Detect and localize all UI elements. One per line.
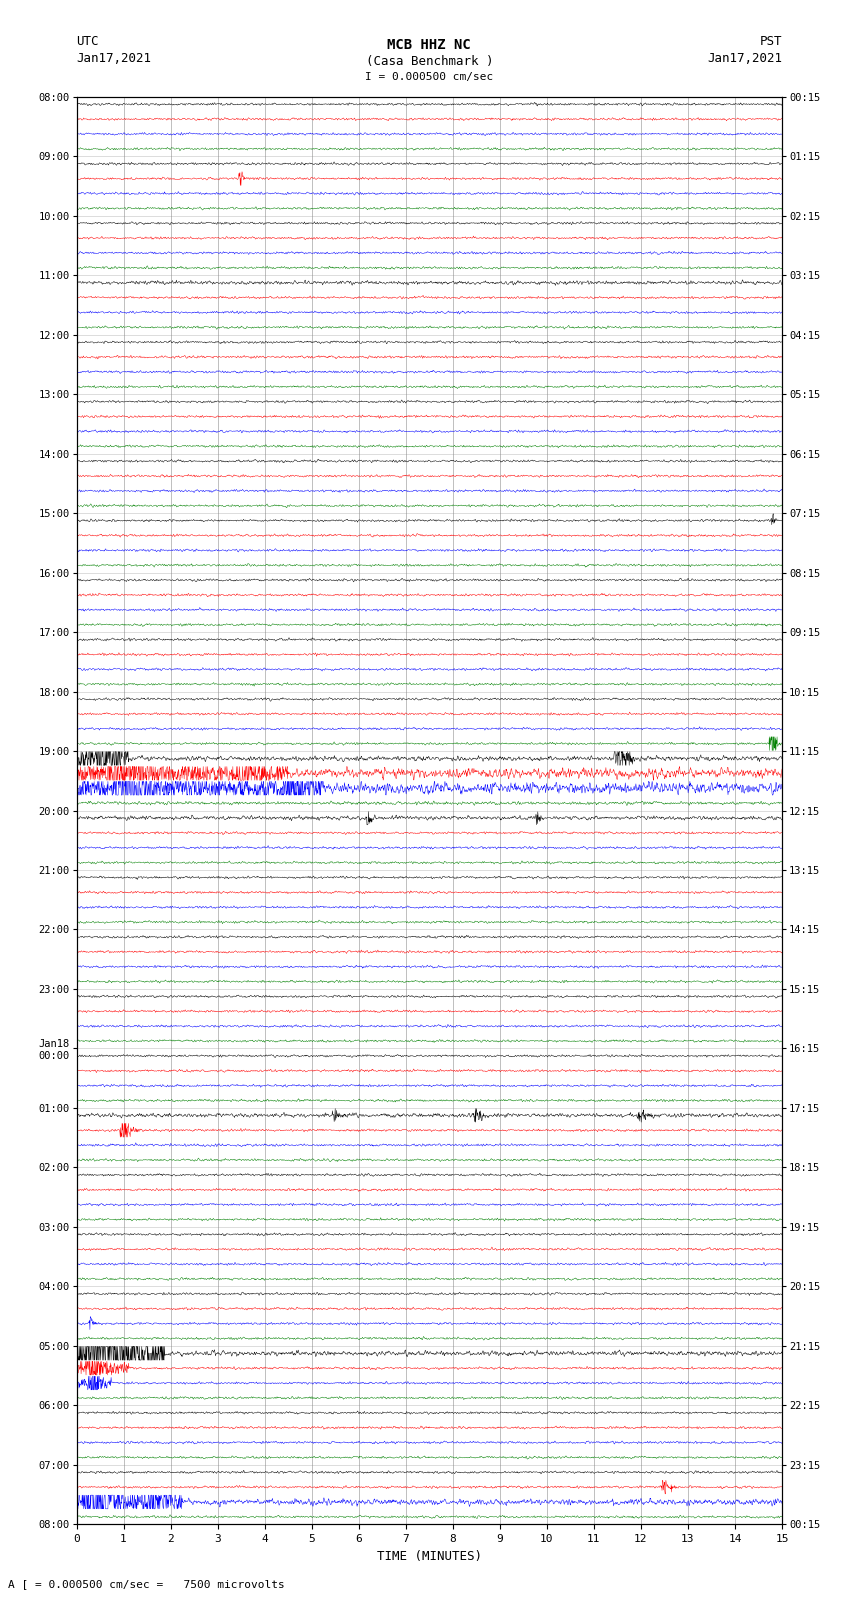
Text: I = 0.000500 cm/sec: I = 0.000500 cm/sec (366, 73, 493, 82)
Text: Jan17,2021: Jan17,2021 (76, 52, 151, 65)
Text: Jan17,2021: Jan17,2021 (707, 52, 782, 65)
Text: A [ = 0.000500 cm/sec =   7500 microvolts: A [ = 0.000500 cm/sec = 7500 microvolts (8, 1579, 286, 1589)
Text: UTC: UTC (76, 35, 99, 48)
Text: MCB HHZ NC: MCB HHZ NC (388, 39, 471, 52)
Text: (Casa Benchmark ): (Casa Benchmark ) (366, 55, 493, 68)
Text: PST: PST (760, 35, 782, 48)
X-axis label: TIME (MINUTES): TIME (MINUTES) (377, 1550, 482, 1563)
